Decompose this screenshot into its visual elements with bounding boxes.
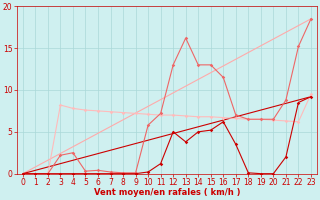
X-axis label: Vent moyen/en rafales ( km/h ): Vent moyen/en rafales ( km/h ) <box>94 188 240 197</box>
